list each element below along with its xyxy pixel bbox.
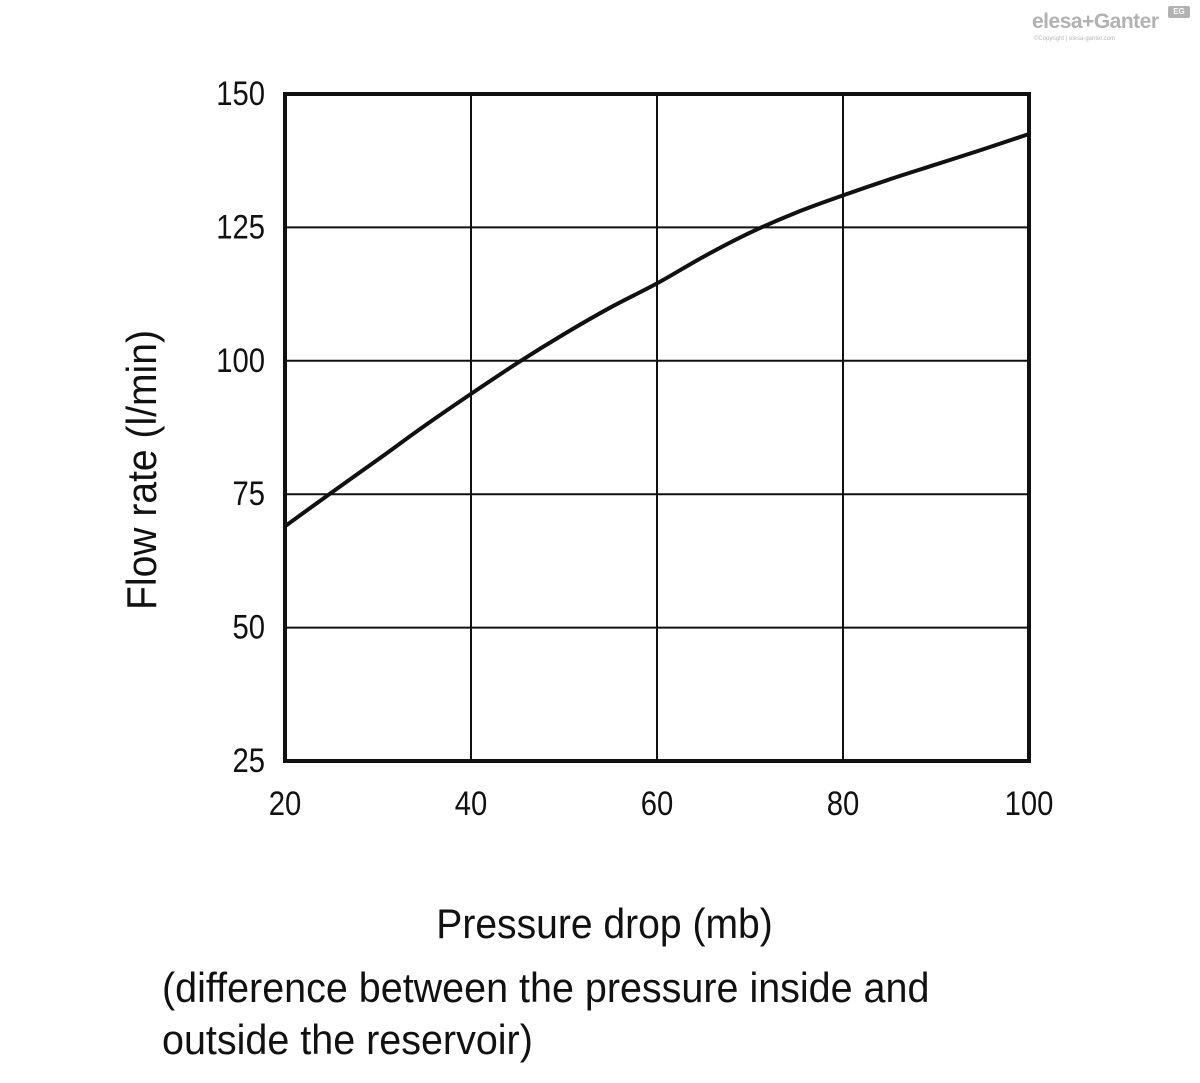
series-line-0: [283, 132, 1031, 529]
brand-mark-icon: EG: [1168, 6, 1190, 18]
x-tick-label-20: 20: [269, 784, 302, 823]
y-tick-label-75: 75: [232, 474, 265, 513]
plot-frame: [283, 92, 1031, 763]
x-axis-label: Pressure drop (mb): [0, 898, 1200, 950]
x-tick-label-40: 40: [455, 784, 488, 823]
brand-logo: elesa+Ganter EG ©Copyright | elesa-gante…: [1032, 6, 1192, 46]
y-tick-labels: 25 50 75 100 125 150: [216, 74, 265, 780]
y-tick-label-100: 100: [216, 341, 265, 380]
x-axis-note: (difference between the pressure inside …: [162, 962, 929, 1066]
x-axis-note-line-2: outside the reservoir): [162, 1016, 533, 1063]
x-tick-labels: 20 40 60 80 100: [269, 784, 1054, 823]
series-layer: [283, 132, 1031, 529]
y-axis-label: Flow rate (l/min): [118, 330, 166, 610]
x-axis-label-text: Pressure drop (mb): [436, 900, 773, 947]
y-tick-label-150: 150: [216, 74, 265, 113]
brand-name: elesa+Ganter: [1032, 10, 1159, 33]
x-axis-note-line-1: (difference between the pressure inside …: [162, 964, 930, 1011]
y-tick-label-125: 125: [216, 207, 265, 246]
x-tick-label-100: 100: [1005, 784, 1054, 823]
brand-copyright: ©Copyright | elesa-ganter.com: [1034, 36, 1116, 42]
grid-lines: [285, 94, 1029, 761]
y-tick-label-25: 25: [232, 741, 265, 780]
x-tick-label-80: 80: [827, 784, 860, 823]
y-tick-label-50: 50: [232, 607, 265, 646]
x-tick-label-60: 60: [641, 784, 674, 823]
